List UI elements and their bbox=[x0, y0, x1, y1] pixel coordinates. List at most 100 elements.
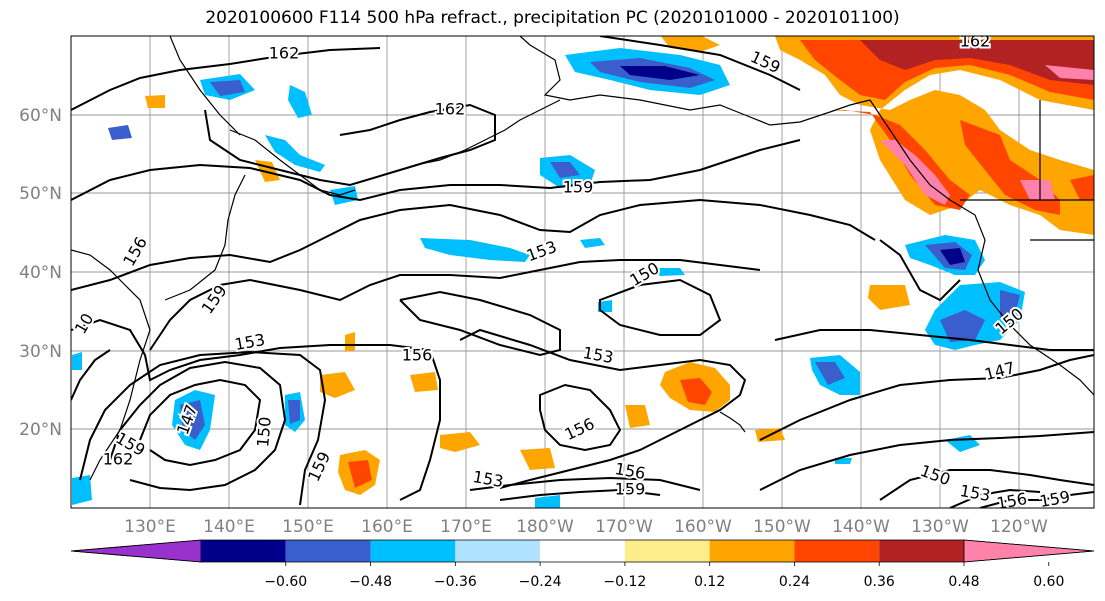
contour-line bbox=[459, 328, 747, 489]
lon-tick-label: 160°E bbox=[361, 517, 413, 537]
contour-line bbox=[71, 47, 381, 111]
contour-line bbox=[539, 383, 622, 452]
contour-line bbox=[399, 290, 561, 357]
lat-tick-label: 40°N bbox=[19, 263, 62, 283]
anomaly-patch bbox=[345, 332, 355, 352]
anomaly-patch bbox=[1000, 290, 1020, 318]
map-title: 2020100600 F114 500 hPa refract., precip… bbox=[205, 8, 900, 28]
contour-line bbox=[599, 278, 722, 336]
lon-tick-label: 130°W bbox=[911, 517, 969, 537]
anomaly-patch bbox=[288, 400, 300, 424]
anomaly-patch bbox=[815, 362, 845, 385]
siberia-coast bbox=[169, 36, 241, 136]
contour-label: 156 bbox=[995, 489, 1028, 513]
anomaly-patch bbox=[265, 135, 325, 172]
anomaly-patch bbox=[288, 85, 312, 118]
anomaly-patch bbox=[210, 80, 245, 96]
contour-line bbox=[109, 360, 287, 492]
coastlines bbox=[71, 36, 1094, 481]
anomaly-patch bbox=[72, 475, 92, 505]
contour-label: 159 bbox=[615, 480, 646, 499]
contour-line bbox=[879, 239, 961, 302]
contour-line bbox=[979, 491, 1094, 508]
lon-tick-label: 170°W bbox=[595, 517, 653, 537]
latitude-labels: 60°N 50°N 40°N 30°N 20°N bbox=[19, 106, 62, 440]
anomaly-patch bbox=[940, 248, 965, 265]
contour-line bbox=[774, 329, 1094, 351]
colorbar-swatch bbox=[624, 540, 710, 562]
map-frame bbox=[70, 35, 1095, 509]
refractivity-contours bbox=[71, 36, 1094, 508]
contour-line bbox=[149, 259, 761, 351]
colorbar-tick-label: −0.24 bbox=[519, 574, 562, 590]
colorbar-swatch bbox=[201, 540, 286, 562]
anomaly-patch bbox=[410, 372, 438, 392]
anomaly-patch bbox=[940, 310, 985, 342]
anomaly-patch bbox=[348, 460, 372, 488]
longitude-labels: 130°E 140°E 150°E 160°E 170°E 180°W 170°W 160°W… bbox=[124, 517, 1048, 537]
contour-label: 162 bbox=[960, 32, 991, 51]
colorbar-tick-label: −0.36 bbox=[434, 574, 477, 590]
contour-line bbox=[499, 488, 661, 501]
contour-line bbox=[879, 469, 1094, 501]
lon-tick-label: 180°W bbox=[516, 517, 574, 537]
lon-tick-label: 170°E bbox=[440, 517, 492, 537]
colorbar-tick-label: −0.48 bbox=[349, 574, 392, 590]
contour-label: 156 bbox=[402, 346, 433, 365]
contour-line bbox=[759, 431, 1094, 491]
colorbar-swatch bbox=[455, 540, 541, 562]
contour-line bbox=[949, 488, 1041, 508]
colorbar-outline bbox=[70, 539, 1095, 563]
colorbar-tick-label: 0.24 bbox=[779, 574, 810, 590]
colorbar-swatch bbox=[540, 540, 625, 562]
anomaly-patch bbox=[535, 495, 560, 508]
colorbar bbox=[70, 539, 1095, 563]
anomaly-patch bbox=[108, 125, 132, 140]
colorbar-tick-label: −0.60 bbox=[264, 574, 307, 590]
contour-label: 150 bbox=[253, 416, 275, 448]
lon-tick-label: 130°E bbox=[124, 517, 176, 537]
lat-tick-label: 30°N bbox=[19, 342, 62, 362]
colorbar-tick-labels: −0.60 −0.48 −0.36 −0.24 −0.12 0.12 0.24 0.36 0.4… bbox=[264, 562, 1064, 590]
contour-line bbox=[71, 349, 111, 401]
contour-line bbox=[469, 476, 701, 491]
colorbar-swatch bbox=[709, 540, 795, 562]
contour-label: 162 bbox=[103, 450, 134, 469]
contour-line bbox=[204, 103, 496, 187]
colorbar-extend-low bbox=[70, 539, 202, 563]
anomaly-patch bbox=[420, 238, 530, 262]
precipitation-shading bbox=[72, 36, 1094, 508]
anomaly-patch bbox=[550, 162, 580, 178]
colorbar-swatch bbox=[879, 540, 964, 562]
anomaly-patch bbox=[620, 66, 700, 80]
lon-tick-label: 160°W bbox=[674, 517, 732, 537]
north-america-coast bbox=[869, 99, 1094, 396]
lon-tick-label: 150°E bbox=[282, 517, 334, 537]
lon-tick-label: 120°W bbox=[990, 517, 1048, 537]
anomaly-patch bbox=[868, 285, 910, 310]
anomaly-patch bbox=[625, 405, 650, 428]
hawaii bbox=[719, 411, 746, 433]
lon-tick-label: 140°E bbox=[203, 517, 255, 537]
contour-line bbox=[71, 139, 801, 202]
anomaly-patch bbox=[860, 40, 1094, 85]
colorbar-extend-high bbox=[963, 539, 1095, 563]
colorbar-swatch bbox=[285, 540, 371, 562]
lat-tick-label: 20°N bbox=[19, 420, 62, 440]
contour-label: 159 bbox=[1038, 487, 1071, 511]
lat-tick-label: 50°N bbox=[19, 184, 62, 204]
contour-label: 159 bbox=[563, 178, 594, 197]
anomaly-patch bbox=[440, 432, 480, 452]
colorbar-tick-label: 0.60 bbox=[1033, 574, 1064, 590]
contour-line bbox=[759, 354, 1094, 441]
colorbar-tick-label: −0.12 bbox=[603, 574, 646, 590]
japan bbox=[164, 174, 246, 301]
asia-coast bbox=[71, 249, 151, 481]
contour-line bbox=[79, 350, 327, 506]
anomaly-patch bbox=[320, 372, 355, 398]
anomaly-patch bbox=[655, 268, 685, 276]
anomaly-patch bbox=[835, 458, 852, 464]
lon-tick-label: 140°W bbox=[832, 517, 890, 537]
colorbar-swatch bbox=[794, 540, 880, 562]
